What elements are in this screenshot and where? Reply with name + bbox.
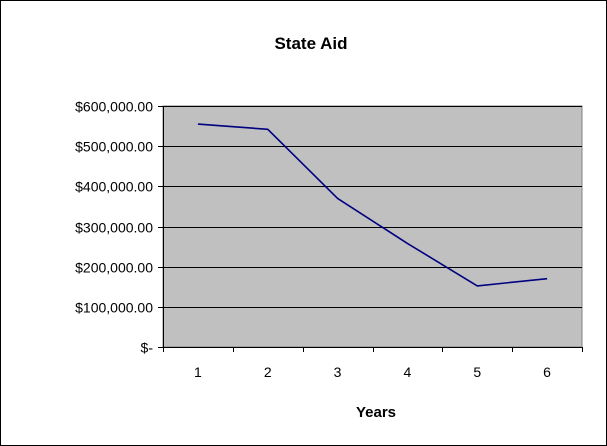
gridlines: [163, 106, 582, 308]
series-group: [197, 123, 548, 287]
y-tick-label: $-: [141, 340, 154, 356]
x-tick-label: 4: [404, 364, 412, 380]
y-tick-label: $400,000.00: [75, 179, 153, 195]
y-axis: $- $100,000.00 $200,000.00 $300,000.00 $400,…: [75, 99, 164, 356]
y-tick-label: $600,000.00: [75, 99, 153, 115]
y-tick-label: $100,000.00: [75, 300, 153, 316]
x-tick-label: 2: [264, 364, 272, 380]
chart-title: State Aid: [274, 34, 347, 53]
series-line: [197, 123, 548, 287]
x-axis: 1 2 3 4 5 6: [163, 347, 583, 380]
x-tick-label: 6: [543, 364, 551, 380]
x-tick-label: 3: [334, 364, 342, 380]
y-tick-label: $300,000.00: [75, 220, 153, 236]
plot-area: [162, 105, 583, 348]
x-axis-title: Years: [356, 404, 396, 421]
x-tick-label: 1: [194, 364, 202, 380]
x-tick-label: 5: [473, 364, 481, 380]
y-tick-label: $200,000.00: [75, 260, 153, 276]
y-tick-label: $500,000.00: [75, 139, 153, 155]
